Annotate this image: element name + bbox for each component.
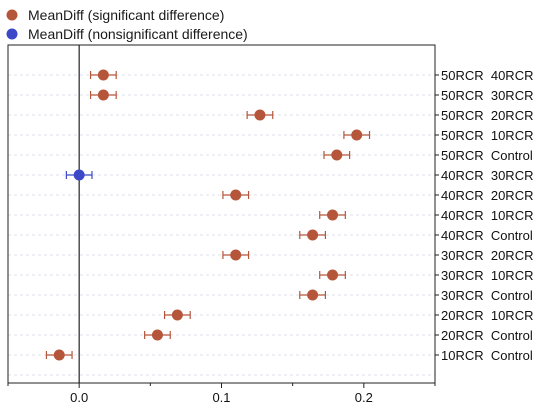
category-label: 10RCR Control [441,348,533,363]
point-marker [97,89,109,101]
category-label: 30RCR Control [441,288,533,303]
significant-point [343,129,371,141]
significant-point [246,109,274,121]
category-label: 30RCR 10RCR [441,268,533,283]
category-label: 40RCR 30RCR [441,168,533,183]
grid-lines [8,74,435,376]
significant-point [144,329,171,341]
category-label: 20RCR Control [441,328,533,343]
significant-point [222,189,250,201]
point-marker [97,69,109,81]
x-tick-label: 0.1 [212,390,230,405]
category-label: 40RCR Control [441,228,533,243]
legend: MeanDiff (significant difference) MeanDi… [6,7,248,42]
legend-label-nonsignificant: MeanDiff (nonsignificant difference) [28,26,248,42]
point-marker [53,349,65,361]
significant-point [323,149,351,161]
significant-point [299,229,327,241]
point-marker [151,329,163,341]
point-marker [230,189,242,201]
category-label: 20RCR 10RCR [441,308,533,323]
x-tick-label: 0.0 [70,390,88,405]
point-marker [307,289,319,301]
category-label: 50RCR 30RCR [441,88,533,103]
point-marker [351,129,363,141]
legend-label-significant: MeanDiff (significant difference) [28,7,224,23]
category-label: 40RCR 10RCR [441,208,533,223]
category-label: 40RCR 20RCR [441,188,533,203]
category-label: 50RCR 10RCR [441,128,533,143]
point-marker [73,169,85,181]
significant-point [163,309,191,321]
legend-marker-nonsignificant [6,28,18,40]
significant-point [319,269,346,281]
significant-point [89,89,117,101]
data-points [45,69,371,361]
plot-frame [7,44,436,384]
category-label: 30RCR 20RCR [441,248,533,263]
significant-point [89,69,117,81]
significant-point [45,349,73,361]
category-label: 50RCR 40RCR [441,68,533,83]
point-marker [230,249,242,261]
point-marker [327,209,339,221]
x-axis: 0.0 0.1 0.2 [7,383,436,405]
significant-point [319,209,346,221]
point-marker [327,269,339,281]
legend-marker-significant [6,9,18,21]
significant-point [222,249,250,261]
nonsignificant-point [65,169,93,181]
category-labels: 50RCR 40RCR 50RCR 30RCR 50RCR 20RCR 50RCR 1… [435,68,533,363]
significant-point [299,289,327,301]
x-tick-label: 0.2 [355,390,373,405]
point-marker [307,229,319,241]
point-marker [331,149,343,161]
category-label: 50RCR Control [441,148,533,163]
point-marker [254,109,266,121]
category-label: 50RCR 20RCR [441,108,533,123]
point-marker [171,309,183,321]
